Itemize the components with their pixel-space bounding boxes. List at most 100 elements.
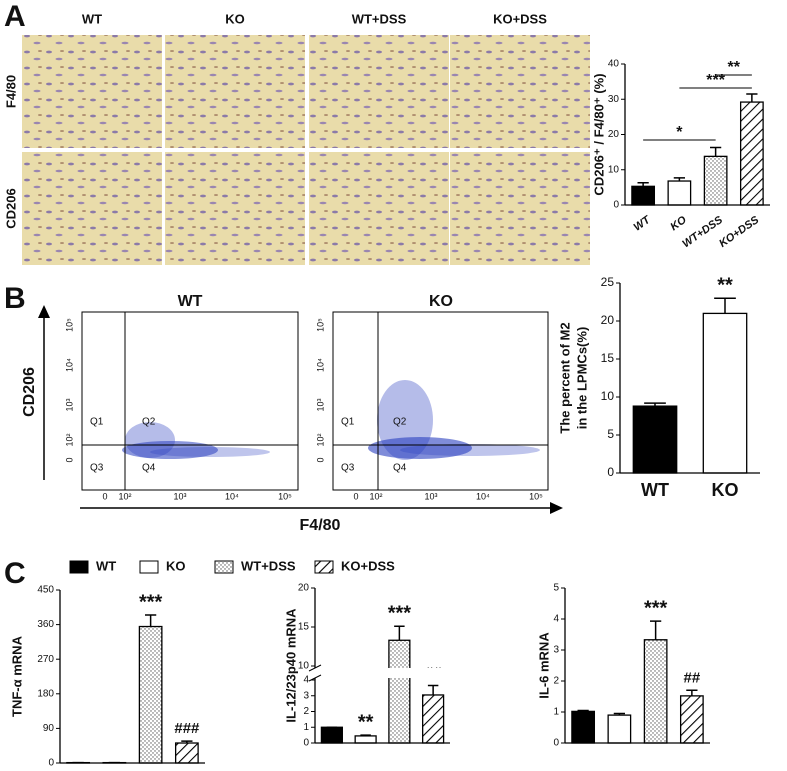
y-tick-label: 3 (303, 690, 309, 701)
flow-events (122, 380, 540, 460)
panel-label: A (4, 0, 26, 33)
flow-y-tick: 10³ (315, 398, 325, 411)
y-axis-label: TNF-α mRNA (9, 635, 24, 717)
bar (632, 405, 678, 474)
x-tick-label: WT (641, 480, 669, 500)
significance-label: ** (717, 274, 733, 296)
flow-y-tick: 0 (64, 457, 74, 462)
column-label: WT (82, 11, 102, 26)
error-bar (360, 734, 371, 736)
quadrant-label: Q4 (142, 463, 156, 474)
flow-x-tick: 0 (353, 491, 358, 501)
panel-label: C (4, 557, 26, 590)
y-tick-label: 10 (608, 164, 620, 175)
x-tick-label: KO (668, 214, 689, 234)
quadrant-label: Q3 (341, 463, 355, 474)
error-bar (673, 177, 685, 182)
bar (607, 714, 632, 744)
axis-break (303, 668, 450, 678)
y-tick-label: 180 (37, 688, 54, 699)
y-tick-label: 4 (553, 614, 559, 625)
y-tick-label: 90 (43, 723, 55, 734)
y-axis-label: IL-12/23p40 mRNA (283, 608, 298, 723)
quadrant-label: Q2 (142, 417, 156, 428)
flow-x-tick: 10² (369, 491, 382, 501)
legend-swatch (69, 560, 89, 574)
significance-label: ** (358, 711, 374, 733)
y-axis-label: CD206⁺ / F4/80⁺ (%) (591, 73, 606, 195)
error-bar (427, 684, 439, 695)
quadrant-label: Q1 (341, 417, 355, 428)
y-tick-label: 2 (553, 676, 559, 687)
error-bar (394, 625, 405, 641)
y-tick-label: 0 (48, 758, 54, 769)
x-tick-label: KO+DSS (717, 214, 762, 250)
bar (739, 101, 764, 206)
error-bar (746, 93, 758, 103)
flow-x-tick: 10⁵ (278, 491, 292, 501)
y-axis-label: in the LPMCs(%) (574, 327, 589, 430)
x-tick-label: KO (712, 480, 739, 500)
flow-y-tick: 10⁵ (64, 318, 74, 332)
micrograph (22, 35, 162, 148)
y-tick-label: 450 (37, 585, 54, 596)
micrograph (309, 152, 449, 265)
y-tick-label: 15 (601, 351, 615, 365)
bar (643, 639, 668, 744)
flow-x-tick: 10⁴ (225, 491, 239, 501)
column-label: WT+DSS (352, 11, 407, 26)
row-label: CD206 (3, 188, 18, 228)
y-tick-label: 25 (601, 275, 615, 289)
legend-label: WT+DSS (241, 558, 296, 573)
flow-x-tick: 10³ (173, 491, 186, 501)
y-tick-label: 1 (303, 722, 309, 733)
bar (571, 710, 596, 744)
flow-y-tick: 10³ (64, 398, 74, 411)
flow-frame (332, 311, 549, 491)
bar (702, 312, 748, 474)
flow-y-tick: 10² (315, 433, 325, 446)
legend-label: KO (166, 558, 186, 573)
y-tick-label: 270 (37, 654, 54, 665)
bar (679, 695, 704, 744)
significance-label: ### (174, 720, 200, 737)
significance-label: * (676, 124, 683, 141)
row-label: F4/80 (3, 75, 18, 108)
significance-label: *** (706, 72, 725, 89)
legend-swatch (139, 560, 159, 574)
column-label: KO (225, 11, 245, 26)
flow-x-tick: 10⁴ (476, 491, 490, 501)
flow-x-tick: 10² (118, 491, 131, 501)
y-tick-label: 10 (601, 389, 615, 403)
quadrant-label: Q4 (393, 463, 407, 474)
flow-x-tick: 10⁵ (529, 491, 543, 501)
y-tick-label: 0 (613, 200, 619, 211)
y-tick-label: 0 (607, 465, 614, 479)
y-tick-label: 30 (608, 94, 620, 105)
error-bar (577, 709, 589, 712)
significance-label: *** (644, 597, 668, 619)
error-bar (145, 614, 157, 627)
legend-label: KO+DSS (341, 558, 395, 573)
bar (667, 180, 692, 206)
error-bar (644, 402, 666, 407)
significance-label: ** (728, 59, 741, 76)
y-tick-label: 5 (607, 427, 614, 441)
flow-y-tick: 0 (315, 457, 325, 462)
bar (703, 155, 728, 206)
y-tick-label: 40 (608, 59, 620, 70)
quadrant-label: Q2 (393, 417, 407, 428)
y-tick-label: 10 (298, 661, 310, 672)
micrograph (22, 152, 162, 265)
y-tick-label: 0 (303, 738, 309, 749)
flow-title: WT (178, 293, 203, 310)
x-tick-label: WT+DSS (680, 214, 725, 251)
error-bar (181, 740, 193, 744)
error-bar (714, 297, 736, 314)
flow-x-tick: 10³ (424, 491, 437, 501)
bar (354, 735, 377, 744)
flow-y-tick: 10⁵ (315, 318, 325, 332)
y-tick-label: 20 (298, 583, 310, 594)
flow-title: KO (429, 293, 453, 310)
flow-frame (81, 311, 299, 491)
